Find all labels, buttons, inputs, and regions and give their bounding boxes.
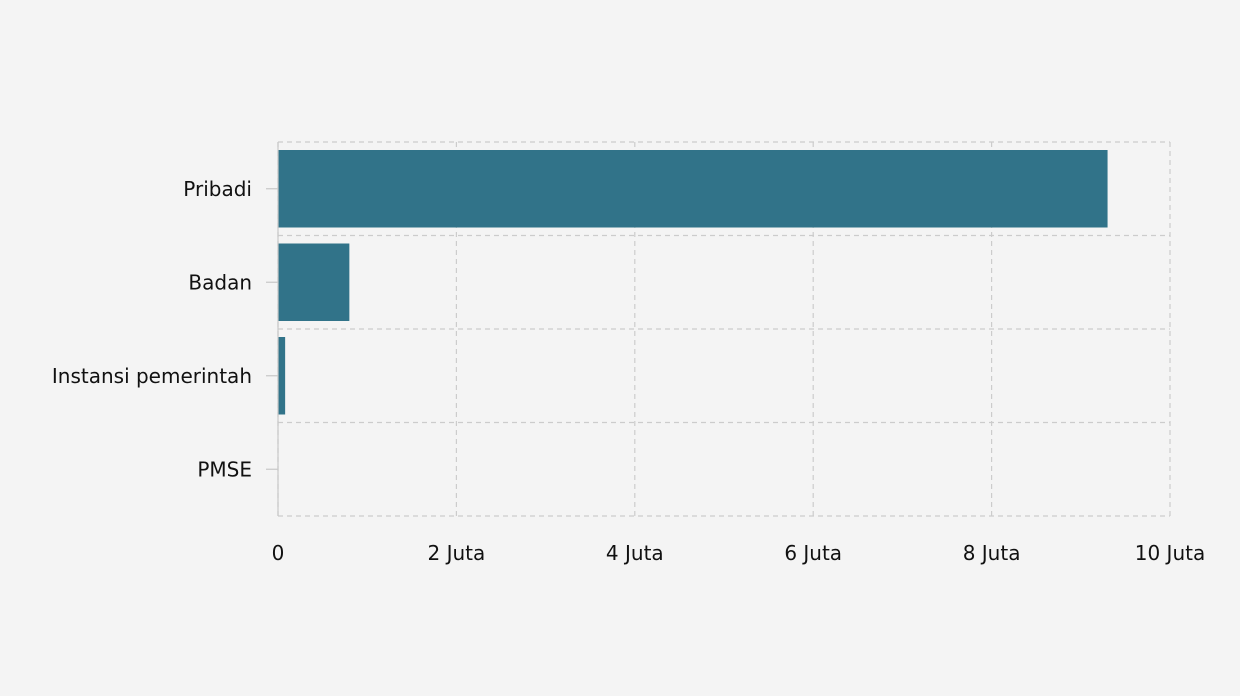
x-tick-label: 6 Juta <box>784 541 842 565</box>
bar-instansi-pemerintah <box>278 337 286 415</box>
x-tick-label: 2 Juta <box>428 541 486 565</box>
y-tick-label: Pribadi <box>183 177 252 201</box>
bars <box>278 150 1108 415</box>
bar-pribadi <box>278 150 1108 228</box>
x-tick-label: 0 <box>272 541 285 565</box>
x-tick-label: 10 Juta <box>1135 541 1205 565</box>
y-tick-label: PMSE <box>197 457 252 481</box>
x-axis-tick-labels: 0 2 Juta 4 Juta 6 Juta 8 Juta 10 Juta <box>272 541 1206 565</box>
x-tick-label: 4 Juta <box>606 541 664 565</box>
y-tick-label: Badan <box>188 270 252 294</box>
grid-lines <box>277 141 1171 517</box>
bar-badan <box>278 243 350 321</box>
y-tick-label: Instansi pemerintah <box>52 364 252 388</box>
axes <box>266 142 279 516</box>
y-axis-tick-labels: Pribadi Badan Instansi pemerintah PMSE <box>52 177 252 482</box>
x-tick-label: 8 Juta <box>963 541 1021 565</box>
